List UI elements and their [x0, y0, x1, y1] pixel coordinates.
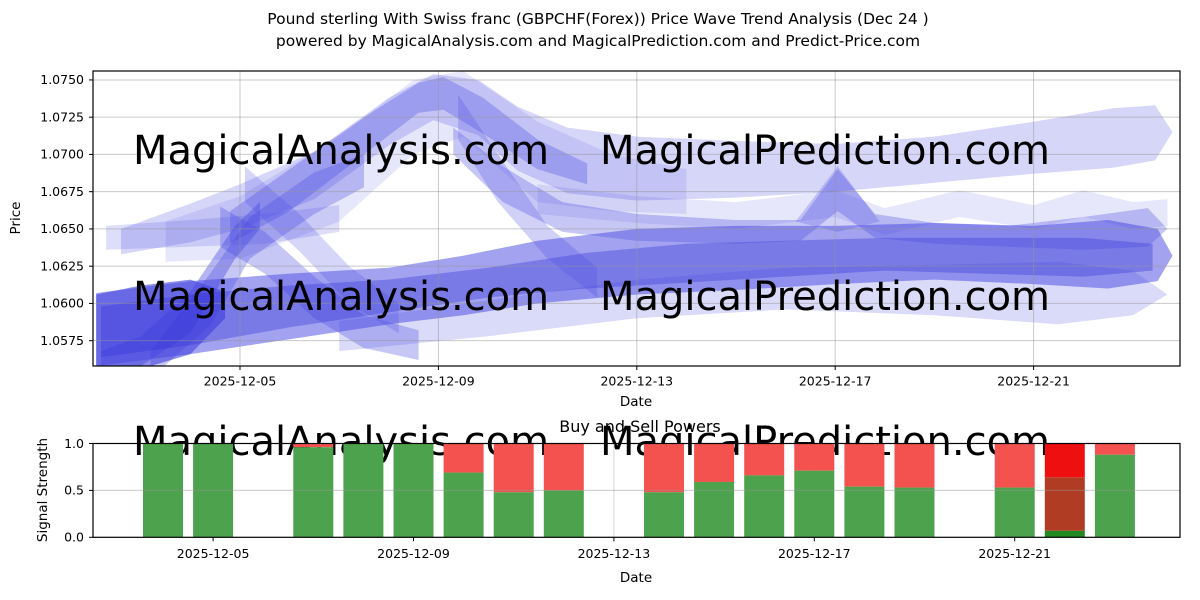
x-tick-label: 2025-12-21 — [997, 374, 1070, 389]
bar-2025-12-17-buy — [794, 470, 835, 538]
y-tick-label: 1.0 — [64, 436, 84, 451]
watermark-text: MagicalPrediction.com — [600, 274, 1050, 320]
x-tick-label: 2025-12-21 — [978, 546, 1051, 561]
bar-2025-12-07-buy — [293, 447, 334, 538]
y-tick-label: 1.0650 — [40, 221, 84, 236]
bar-2025-12-12-buy — [543, 490, 584, 538]
wave-band-under-tail — [339, 261, 1168, 352]
top-watermarks: MagicalAnalysis.com MagicalPrediction.com… — [133, 128, 1050, 320]
watermark-text: MagicalAnalysis.com — [133, 128, 549, 174]
bar-2025-12-11-buy — [493, 492, 534, 538]
figure-title-line1: Pound sterling With Swiss franc (GBPCHF(… — [267, 10, 928, 28]
bottom-tick-marks — [89, 443, 1016, 542]
y-tick-label: 1.0675 — [40, 184, 84, 199]
x-tick-label: 2025-12-09 — [377, 546, 450, 561]
bottom-tick-labels: 0.0 0.5 1.0 2025-12-05 2025-12-09 2025-12-13 2… — [64, 436, 1051, 561]
bar-2025-12-19-buy — [894, 487, 935, 538]
bar-2025-12-16-buy — [744, 475, 785, 538]
wave-band-mid-band-spike — [453, 127, 1168, 250]
bar-2025-12-10-sell — [443, 443, 484, 473]
top-gridlines — [93, 71, 1180, 366]
bar-2025-12-12-sell — [543, 443, 584, 491]
y-tick-label: 1.0625 — [40, 258, 84, 273]
x-tick-label: 2025-12-13 — [600, 374, 673, 389]
price-wave-chart: MagicalAnalysis.com MagicalPrediction.com… — [8, 70, 1181, 410]
x-tick-label: 2025-12-13 — [578, 546, 651, 561]
bar-2025-12-11-sell — [493, 443, 534, 493]
bar-2025-12-21-sell — [994, 443, 1035, 488]
bar-2025-12-22-segment — [1044, 530, 1085, 538]
bar-2025-12-22-segment — [1044, 443, 1085, 478]
bar-2025-12-23-sell — [1094, 443, 1135, 455]
wave-band-mid-light-band — [537, 184, 1168, 235]
x-tick-label: 2025-12-17 — [799, 374, 872, 389]
figure-title-line2: powered by MagicalAnalysis.com and Magic… — [276, 32, 920, 50]
bar-2025-12-14-sell — [644, 443, 684, 493]
bar-2025-12-18-buy — [844, 486, 885, 538]
wave-band-left-flat-band — [106, 205, 340, 250]
y-tick-label: 1.0575 — [40, 333, 84, 348]
buy-sell-title: Buy and Sell Powers — [559, 417, 721, 436]
top-tick-marks — [89, 79, 1035, 370]
bar-2025-12-15-buy — [694, 481, 735, 538]
top-y-axis-label: Price — [8, 202, 24, 235]
wave-band-peak-crest — [230, 77, 588, 244]
wave-band-pale-peak-halo — [165, 71, 687, 262]
bottom-x-axis-label: Date — [620, 570, 652, 586]
y-tick-label: 0.0 — [64, 530, 84, 545]
bar-2025-12-14-buy — [644, 492, 684, 538]
wave-band-lower-band-core — [101, 237, 1153, 358]
x-tick-label: 2025-12-09 — [402, 374, 475, 389]
y-tick-label: 1.0750 — [40, 72, 84, 87]
y-tick-label: 0.5 — [64, 483, 84, 498]
bar-2025-12-18-sell — [844, 443, 885, 487]
watermark-text: MagicalPrediction.com — [600, 128, 1050, 174]
y-tick-label: 1.0700 — [40, 147, 84, 162]
bar-2025-12-10-buy — [443, 472, 484, 538]
wave-band-pale-top-tube — [121, 74, 1173, 255]
bar-2025-12-17-sell — [794, 443, 835, 471]
signal-bars — [143, 443, 1135, 538]
bar-2025-12-19-sell — [894, 443, 935, 488]
bar-2025-12-07-sell — [293, 443, 334, 448]
x-tick-label: 2025-12-05 — [204, 374, 277, 389]
wave-band-lower-band — [96, 220, 1173, 366]
wave-band-peak-descent — [458, 94, 598, 298]
buy-sell-chart: Buy and Sell Powers MagicalAnalysis.com M… — [35, 417, 1181, 586]
top-tick-labels: 1.0750 1.0725 1.0700 1.0675 1.0650 1.0625 1.06… — [40, 72, 1070, 388]
bar-2025-12-23-buy — [1094, 454, 1135, 538]
bar-2025-12-15-sell — [694, 443, 735, 482]
bar-2025-12-22-segment — [1044, 477, 1085, 531]
wave-band-spike-12-17 — [795, 166, 880, 232]
bar-2025-12-16-sell — [744, 443, 785, 476]
y-tick-label: 1.0725 — [40, 109, 84, 124]
y-tick-label: 1.0600 — [40, 296, 84, 311]
top-x-axis-label: Date — [620, 394, 652, 410]
x-tick-label: 2025-12-17 — [778, 546, 851, 561]
bottom-y-axis-label: Signal Strength — [35, 438, 51, 542]
watermark-text: MagicalAnalysis.com — [133, 274, 549, 320]
wave-bands — [96, 71, 1173, 366]
x-tick-label: 2025-12-05 — [177, 546, 250, 561]
bar-2025-12-21-buy — [994, 487, 1035, 538]
